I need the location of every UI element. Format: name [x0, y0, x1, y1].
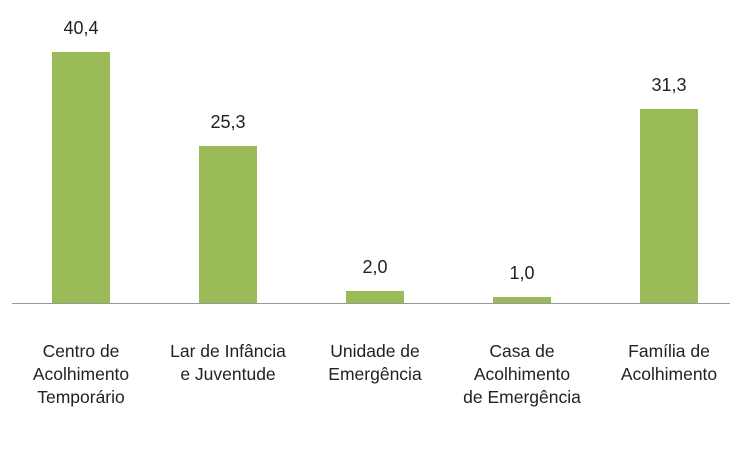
- data-label: 40,4: [63, 18, 99, 38]
- x-tick-label: Centro de Acolhimento Temporário: [32, 341, 130, 407]
- x-tick-label: Lar de Infância e Juventude: [170, 341, 286, 384]
- bar: [640, 108, 698, 303]
- data-label: 31,3: [651, 74, 687, 95]
- bar: [493, 296, 551, 303]
- bar: [199, 145, 257, 303]
- x-axis-line: [12, 303, 730, 304]
- data-label: 25,3: [210, 111, 246, 132]
- data-label: 1,0: [509, 262, 535, 283]
- x-tick-label: Casa de Acolhimento de Emergência: [463, 341, 581, 407]
- bar: [52, 52, 110, 303]
- x-tick-label: Família de Acolhimento: [620, 341, 718, 384]
- bar: [346, 290, 404, 303]
- x-tick-label: Unidade de Emergência: [328, 341, 422, 384]
- data-label: 2,0: [362, 256, 388, 277]
